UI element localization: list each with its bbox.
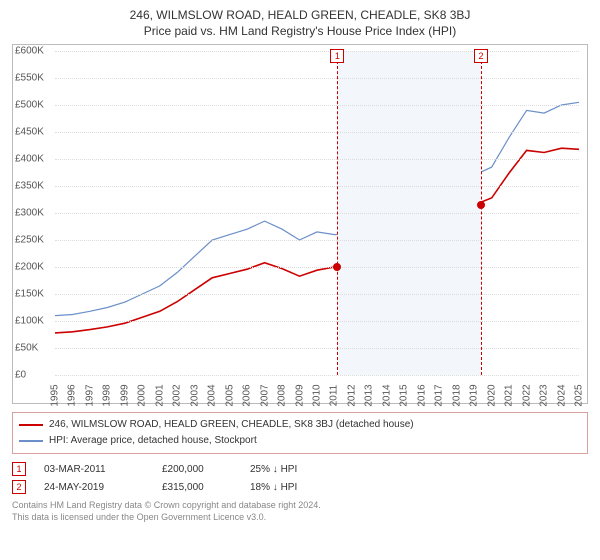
plot-area: 12: [55, 51, 579, 375]
gridline-horizontal: [55, 240, 579, 241]
x-axis-label: 2006: [242, 384, 253, 406]
gridline-horizontal: [55, 159, 579, 160]
y-axis-label: £450K: [15, 127, 44, 138]
y-axis-label: £300K: [15, 208, 44, 219]
x-axis-label: 1995: [50, 384, 61, 406]
series-hpi: [55, 102, 579, 315]
x-axis-label: 2022: [521, 384, 532, 406]
sale-row: 2 24-MAY-2019 £315,000 18% ↓ HPI: [12, 480, 588, 494]
event-line: [337, 51, 338, 375]
x-axis-label: 1998: [102, 384, 113, 406]
gridline-horizontal: [55, 78, 579, 79]
x-axis-label: 2004: [207, 384, 218, 406]
sale-point: [477, 201, 485, 209]
x-axis-label: 2008: [277, 384, 288, 406]
chart-legend: 246, WILMSLOW ROAD, HEALD GREEN, CHEADLE…: [12, 412, 588, 454]
x-axis-label: 2020: [486, 384, 497, 406]
legend-swatch: [19, 440, 43, 442]
price-chart: 12 £0£50K£100K£150K£200K£250K£300K£350K£…: [12, 44, 588, 404]
legend-label: HPI: Average price, detached house, Stoc…: [49, 433, 257, 449]
x-axis-label: 2016: [416, 384, 427, 406]
x-axis-label: 2010: [312, 384, 323, 406]
x-axis-label: 2002: [172, 384, 183, 406]
x-axis-label: 2017: [434, 384, 445, 406]
legend-label: 246, WILMSLOW ROAD, HEALD GREEN, CHEADLE…: [49, 417, 414, 433]
gridline-horizontal: [55, 294, 579, 295]
x-axis-label: 2021: [504, 384, 515, 406]
y-axis-label: £200K: [15, 262, 44, 273]
sale-date: 03-MAR-2011: [44, 464, 144, 475]
legend-item: 246, WILMSLOW ROAD, HEALD GREEN, CHEADLE…: [19, 417, 581, 433]
event-line: [481, 51, 482, 375]
x-axis-label: 2025: [574, 384, 585, 406]
x-axis-label: 2003: [189, 384, 200, 406]
y-axis-label: £100K: [15, 316, 44, 327]
event-marker: 1: [330, 49, 344, 63]
x-axis-label: 2023: [539, 384, 550, 406]
x-axis-label: 2024: [556, 384, 567, 406]
sale-index-badge: 2: [12, 480, 26, 494]
gridline-horizontal: [55, 348, 579, 349]
gridline-horizontal: [55, 375, 579, 376]
page-subtitle: Price paid vs. HM Land Registry's House …: [12, 24, 588, 38]
x-axis-label: 2000: [137, 384, 148, 406]
x-axis-label: 2018: [451, 384, 462, 406]
gridline-horizontal: [55, 267, 579, 268]
gridline-horizontal: [55, 186, 579, 187]
sale-row: 1 03-MAR-2011 £200,000 25% ↓ HPI: [12, 462, 588, 476]
sales-list: 1 03-MAR-2011 £200,000 25% ↓ HPI 2 24-MAY-201…: [12, 462, 588, 494]
gridline-horizontal: [55, 213, 579, 214]
gridline-horizontal: [55, 321, 579, 322]
x-axis-label: 1999: [119, 384, 130, 406]
sale-price: £200,000: [162, 464, 232, 475]
gridline-horizontal: [55, 105, 579, 106]
y-axis-label: £550K: [15, 73, 44, 84]
x-axis-label: 2014: [381, 384, 392, 406]
x-axis-label: 2011: [329, 385, 340, 407]
y-axis-label: £400K: [15, 154, 44, 165]
footer-line: Contains HM Land Registry data © Crown c…: [12, 500, 588, 512]
x-axis-label: 2005: [224, 384, 235, 406]
x-axis-label: 1996: [67, 384, 78, 406]
y-axis-label: £50K: [15, 343, 38, 354]
x-axis-label: 2012: [346, 384, 357, 406]
y-axis-label: £350K: [15, 181, 44, 192]
y-axis-label: £0: [15, 370, 26, 381]
y-axis-label: £150K: [15, 289, 44, 300]
sale-index-badge: 1: [12, 462, 26, 476]
footer-attribution: Contains HM Land Registry data © Crown c…: [12, 500, 588, 523]
sale-price: £315,000: [162, 482, 232, 493]
footer-line: This data is licensed under the Open Gov…: [12, 512, 588, 524]
x-axis-label: 1997: [84, 384, 95, 406]
gridline-horizontal: [55, 132, 579, 133]
page-title: 246, WILMSLOW ROAD, HEALD GREEN, CHEADLE…: [12, 8, 588, 22]
x-axis-label: 2013: [364, 384, 375, 406]
legend-swatch: [19, 424, 43, 426]
sale-delta: 18% ↓ HPI: [250, 482, 297, 493]
sale-delta: 25% ↓ HPI: [250, 464, 297, 475]
event-marker: 2: [474, 49, 488, 63]
sale-point: [333, 263, 341, 271]
y-axis-label: £250K: [15, 235, 44, 246]
x-axis-label: 2019: [469, 384, 480, 406]
sale-date: 24-MAY-2019: [44, 482, 144, 493]
x-axis-label: 2009: [294, 384, 305, 406]
x-axis-label: 2015: [399, 384, 410, 406]
x-axis-label: 2001: [154, 384, 165, 406]
x-axis-label: 2007: [259, 384, 270, 406]
y-axis-label: £600K: [15, 46, 44, 57]
y-axis-label: £500K: [15, 100, 44, 111]
gridline-horizontal: [55, 51, 579, 52]
legend-item: HPI: Average price, detached house, Stoc…: [19, 433, 581, 449]
